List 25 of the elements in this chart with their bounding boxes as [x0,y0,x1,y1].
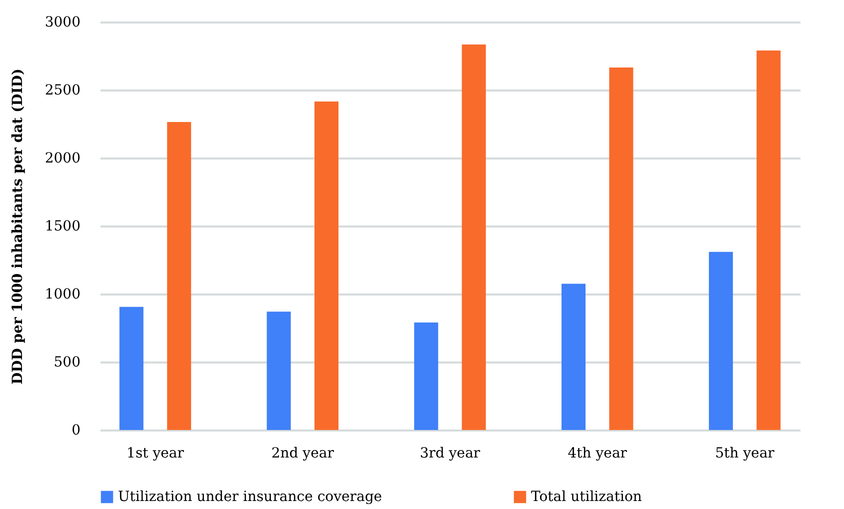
legend-label: Total utilization [531,489,642,505]
y-tick-label: 0 [72,422,80,438]
bar [266,312,291,430]
y-tick-label: 3000 [44,14,80,30]
bar [708,252,733,430]
x-tick-label: 1st year [126,446,184,462]
bar [119,306,144,430]
bar [756,50,781,430]
x-tick-label: 5th year [715,446,775,462]
x-tick-label: 4th year [568,446,628,462]
y-tick-label: 2000 [44,150,80,166]
bar [314,102,338,430]
x-tick-label: 3rd year [420,446,480,462]
y-tick-label: 1500 [44,218,80,234]
x-tick-label: 2nd year [271,446,334,462]
bar [167,122,192,430]
y-tick-label: 500 [54,354,80,370]
legend-label: Utilization under insurance coverage [118,489,382,505]
bar [462,44,486,430]
y-axis-title: DDD per 1000 inhabitants per dat (DID) [10,68,26,385]
bar [414,322,438,430]
bar [562,284,586,430]
bar [609,68,634,430]
y-tick-label: 1000 [44,286,80,302]
y-tick-label: 2500 [44,82,80,98]
